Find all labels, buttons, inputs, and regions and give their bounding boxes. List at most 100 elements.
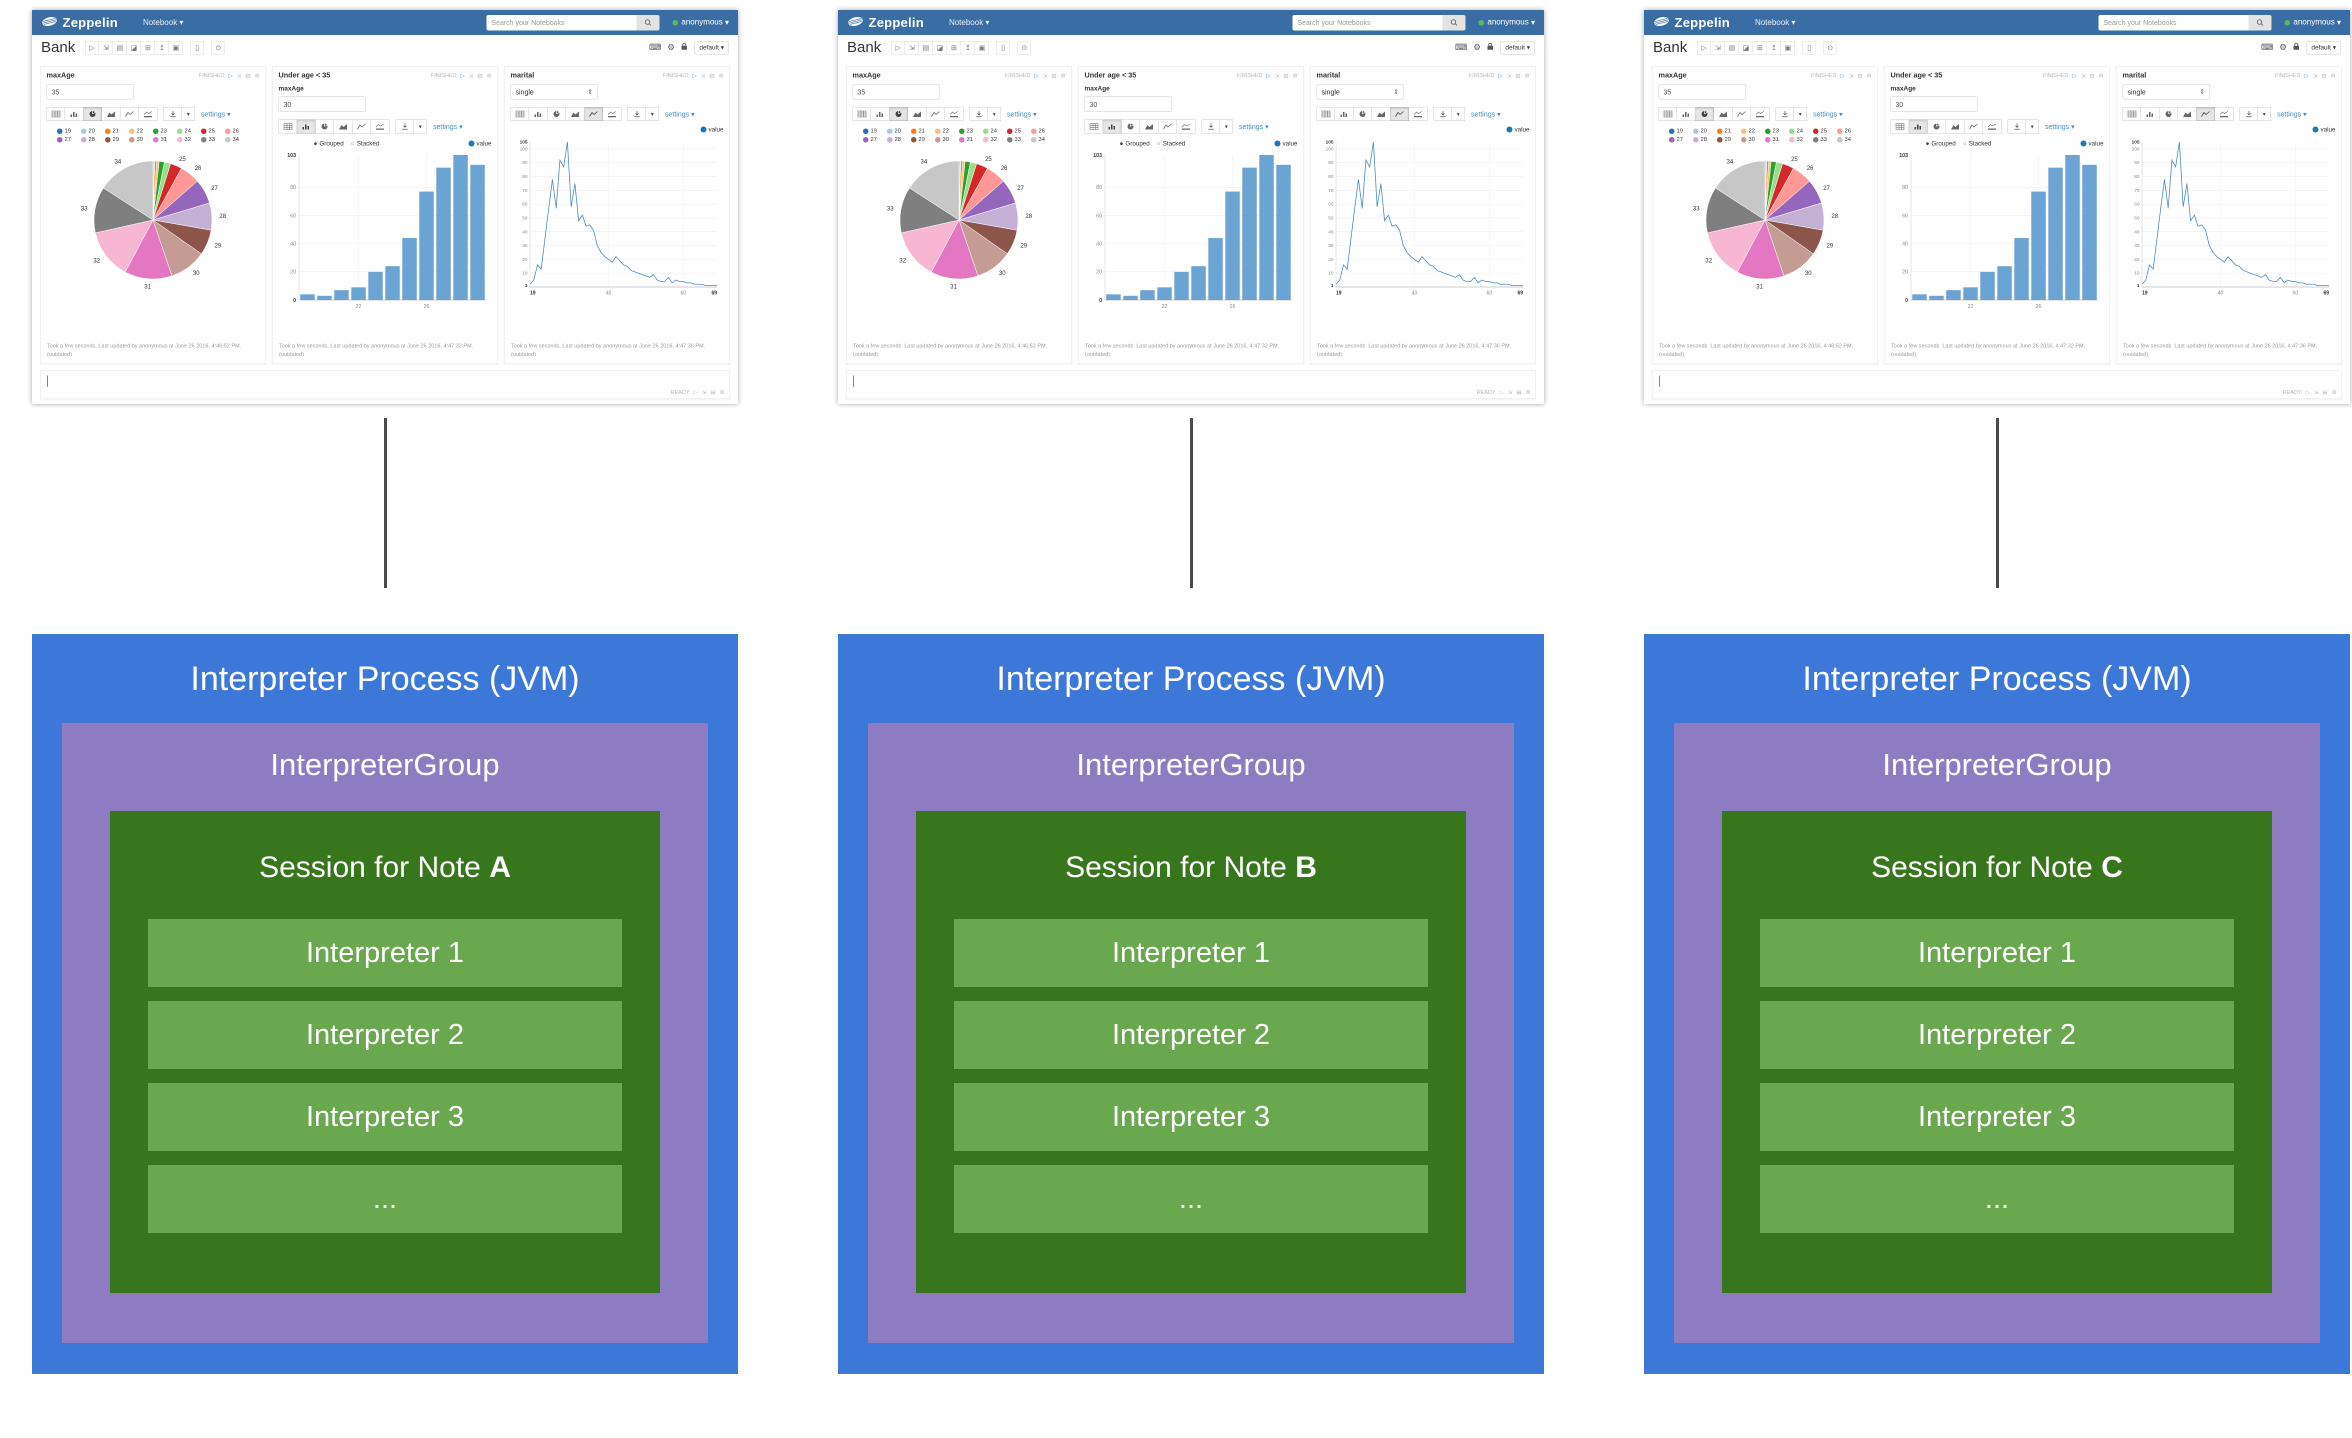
legend-item[interactable]: 25 [201,128,225,134]
output-icon[interactable]: ▤ [2089,72,2095,79]
run-paragraph-icon[interactable]: ▷ [2072,72,2077,79]
run-paragraph-icon[interactable]: ▷ [693,389,698,396]
legend-item[interactable]: 33 [201,137,225,143]
lock-icon[interactable] [1487,42,1494,53]
legend-item[interactable]: 23 [1765,128,1789,134]
search-input[interactable] [486,14,637,31]
search-input[interactable] [2098,14,2249,31]
download-caret-button[interactable]: ▾ [2026,119,2039,134]
download-caret-button[interactable]: ▾ [1794,107,1807,121]
legend-item[interactable]: 28 [1693,137,1717,143]
chart-table-button[interactable] [46,107,65,121]
run-paragraph-icon[interactable]: ▷ [1499,389,1504,396]
chart-area-button[interactable] [908,107,927,121]
legend-item[interactable]: 27 [863,137,887,143]
expand-paragraph-icon[interactable]: ⇲ [1274,72,1280,79]
legend-item[interactable]: 24 [177,128,201,134]
chart-pie-button[interactable] [889,107,908,121]
maxage-input[interactable] [1084,96,1172,112]
notebook-menu[interactable]: Notebook ▾ [1755,18,1795,28]
run-paragraph-icon[interactable]: ▷ [1034,72,1039,79]
chart-scatter-button[interactable] [1751,107,1770,121]
legend-item[interactable]: 24 [983,128,1007,134]
chart-area-button[interactable] [2178,107,2197,121]
search-input[interactable] [1292,14,1443,31]
output-icon[interactable]: ▤ [1051,72,1057,79]
note-title[interactable]: Bank [41,39,76,56]
chart-scatter-button[interactable] [371,119,390,134]
interpreter-binding-button[interactable]: default ▾ [1500,40,1535,55]
legend-item[interactable]: 21 [1717,128,1741,134]
chart-bar-button[interactable] [65,107,84,121]
user-menu[interactable]: anonymous ▾ [2284,18,2341,28]
maxage-input[interactable] [1890,96,1978,112]
chart-bar-button[interactable] [297,119,316,134]
download-caret-button[interactable]: ▾ [988,107,1001,121]
show-hide-code-button[interactable]: ⇲ [905,40,920,55]
download-button[interactable] [2007,119,2026,134]
legend-item[interactable]: 30 [935,137,959,143]
legend-item[interactable]: 34 [1837,137,1861,143]
run-paragraph-icon[interactable]: ▷ [2305,389,2310,396]
series-legend[interactable]: value [2312,126,2336,133]
legend-item[interactable]: 32 [983,137,1007,143]
chart-pie-button[interactable] [315,119,334,134]
download-caret-button[interactable]: ▾ [2258,107,2271,121]
expand-paragraph-icon[interactable]: ⇲ [2312,72,2318,79]
settings-link[interactable]: settings ▾ [1471,110,1501,119]
expand-paragraph-icon[interactable]: ⇲ [2313,389,2319,396]
chart-scatter-button[interactable] [2215,107,2234,121]
gear-icon[interactable]: ⚙ [667,42,675,53]
grouped-radio[interactable]: ● Grouped [1926,140,1956,148]
scheduler-button[interactable]: ⊙ [1823,40,1838,55]
keyboard-shortcuts-icon[interactable]: ⌨ [2261,42,2274,53]
run-paragraph-icon[interactable]: ▷ [460,72,465,79]
expand-paragraph-icon[interactable]: ⇲ [2080,72,2086,79]
chart-scatter-button[interactable] [945,107,964,121]
chart-pie-button[interactable] [1353,107,1372,121]
gear-icon[interactable]: ⚙ [718,72,724,79]
expand-paragraph-icon[interactable]: ⇲ [1507,389,1513,396]
chart-table-button[interactable] [510,107,529,121]
output-icon[interactable]: ▤ [1857,72,1863,79]
gear-icon[interactable]: ⚙ [1525,389,1531,396]
legend-item[interactable]: 19 [863,128,887,134]
expand-paragraph-icon[interactable]: ⇲ [1042,72,1048,79]
user-menu[interactable]: anonymous ▾ [672,18,729,28]
commit-note-button[interactable]: ▣ [1781,40,1796,55]
legend-item[interactable]: 33 [1007,137,1031,143]
lock-icon[interactable] [681,42,688,53]
chart-pie-button[interactable] [547,107,566,121]
run-paragraph-icon[interactable]: ▷ [228,72,233,79]
stacked-radio[interactable]: ○ Stacked [1963,140,1992,148]
chart-bar-button[interactable] [1103,119,1122,134]
download-caret-button[interactable]: ▾ [414,119,427,134]
run-paragraph-icon[interactable]: ▷ [2304,72,2309,79]
interpreter-binding-button[interactable]: default ▾ [694,40,729,55]
legend-item[interactable]: 27 [1669,137,1693,143]
maxage-input[interactable] [852,84,940,100]
series-legend[interactable]: value [700,126,724,133]
expand-paragraph-icon[interactable]: ⇲ [468,72,474,79]
paragraph-empty[interactable]: READY ▷ ⇲ ▤ ⚙ [1652,370,2342,399]
chart-scatter-button[interactable] [1177,119,1196,134]
legend-item[interactable]: 26 [1837,128,1861,134]
keyboard-shortcuts-icon[interactable]: ⌨ [649,42,662,53]
chart-area-button[interactable] [566,107,585,121]
legend-item[interactable]: 20 [887,128,911,134]
legend-item[interactable]: 28 [887,137,911,143]
download-caret-button[interactable]: ▾ [182,107,195,121]
export-note-button[interactable]: ↥ [155,40,170,55]
legend-item[interactable]: 32 [1789,137,1813,143]
legend-item[interactable]: 26 [225,128,249,134]
legend-item[interactable]: 29 [105,137,129,143]
grouped-radio[interactable]: ● Grouped [1120,140,1150,148]
chart-table-button[interactable] [852,107,871,121]
output-icon[interactable]: ▤ [2322,389,2328,396]
chart-line-button[interactable] [926,107,945,121]
chart-bar-button[interactable] [1909,119,1928,134]
chart-pie-button[interactable] [83,107,102,121]
chart-bar-button[interactable] [2141,107,2160,121]
clear-output-button[interactable]: ◪ [1739,40,1754,55]
chart-line-button[interactable] [584,107,603,121]
